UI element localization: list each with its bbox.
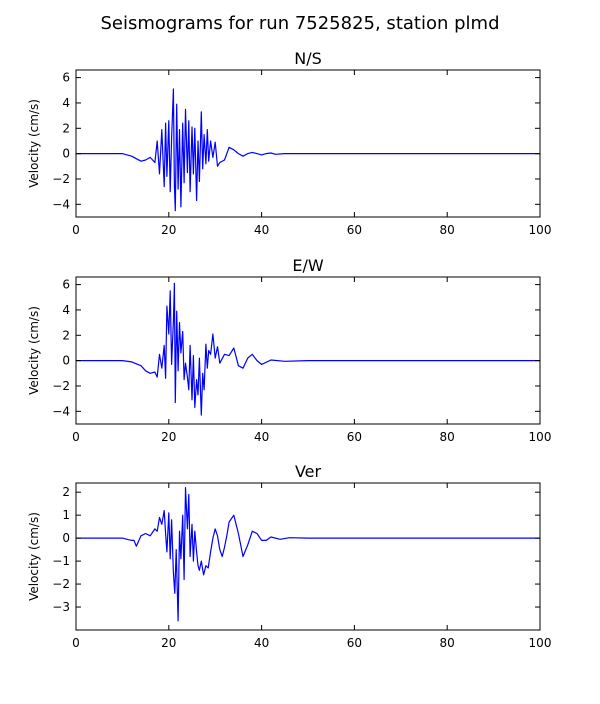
x-tick-label: 0 bbox=[72, 223, 80, 237]
subplot-title: N/S bbox=[294, 49, 322, 68]
y-axis-label: Velocity (cm/s) bbox=[27, 99, 41, 188]
subplot-3: Ver Velocity (cm/s) 0 20 40 60 80 100 −3 −2 −1 0 1 2 bbox=[27, 462, 551, 650]
y-tick-label: 2 bbox=[62, 328, 70, 342]
x-tick-label: 40 bbox=[254, 636, 269, 650]
y-tick-label: −3 bbox=[52, 600, 70, 614]
x-tick-label: 100 bbox=[529, 430, 552, 444]
y-tick-label: −2 bbox=[52, 172, 70, 186]
subplot-2: E/W Velocity (cm/s) 0 20 40 60 80 100 −4 −2 0 2 4 6 bbox=[27, 256, 551, 444]
x-tick-label: 20 bbox=[161, 430, 176, 444]
y-tick-label: 0 bbox=[62, 531, 70, 545]
y-tick-label: 6 bbox=[62, 278, 70, 292]
x-tick-label: 60 bbox=[347, 223, 362, 237]
x-tick-label: 40 bbox=[254, 223, 269, 237]
x-tick-label: 20 bbox=[161, 636, 176, 650]
y-tick-label: 1 bbox=[62, 508, 70, 522]
x-tick-label: 80 bbox=[440, 223, 455, 237]
x-tick-label: 0 bbox=[72, 430, 80, 444]
x-tick-label: 60 bbox=[347, 430, 362, 444]
x-tick-label: 80 bbox=[440, 430, 455, 444]
plot-frame bbox=[75, 276, 541, 425]
y-tick-label: 0 bbox=[62, 354, 70, 368]
y-tick-label: 2 bbox=[62, 121, 70, 135]
y-tick-label: −2 bbox=[52, 577, 70, 591]
subplot-1: N/S Velocity (cm/s) 0 20 40 60 80 100 −4 −2 0 2 4 6 bbox=[27, 49, 551, 237]
y-tick-label: −4 bbox=[52, 197, 70, 211]
y-tick-label: 4 bbox=[62, 303, 70, 317]
y-tick-label: −2 bbox=[52, 379, 70, 393]
y-tick-label: −1 bbox=[52, 554, 70, 568]
plot-frame bbox=[75, 482, 541, 631]
series-line bbox=[76, 487, 540, 622]
y-tick-label: 2 bbox=[62, 485, 70, 499]
figure-title: Seismograms for run 7525825, station plm… bbox=[101, 13, 500, 34]
y-axis-label: Velocity (cm/s) bbox=[27, 512, 41, 601]
x-tick-label: 100 bbox=[529, 223, 552, 237]
subplot-title: E/W bbox=[292, 256, 324, 275]
y-tick-label: 0 bbox=[62, 147, 70, 161]
x-tick-label: 20 bbox=[161, 223, 176, 237]
y-tick-label: 6 bbox=[62, 71, 70, 85]
series-line bbox=[76, 88, 540, 212]
y-axis-label: Velocity (cm/s) bbox=[27, 306, 41, 395]
x-tick-label: 100 bbox=[529, 636, 552, 650]
subplot-title: Ver bbox=[295, 462, 322, 481]
y-tick-label: 4 bbox=[62, 96, 70, 110]
plot-frame bbox=[75, 69, 541, 218]
series-line bbox=[76, 282, 540, 416]
x-tick-label: 40 bbox=[254, 430, 269, 444]
x-tick-label: 80 bbox=[440, 636, 455, 650]
y-tick-label: −4 bbox=[52, 404, 70, 418]
x-tick-label: 0 bbox=[72, 636, 80, 650]
x-tick-label: 60 bbox=[347, 636, 362, 650]
